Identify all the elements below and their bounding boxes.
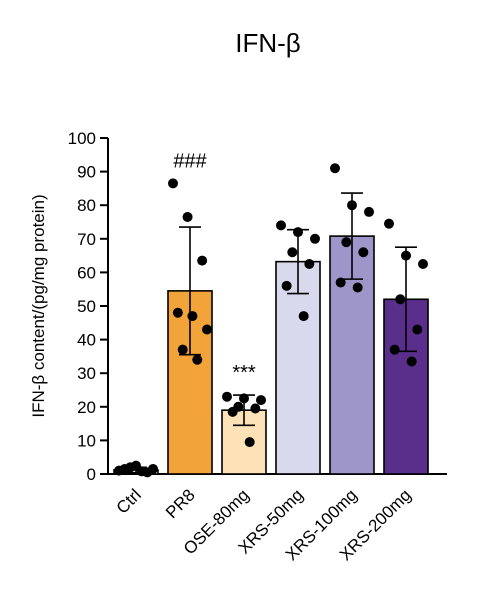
category-label: Ctrl xyxy=(113,485,145,517)
data-point xyxy=(250,403,261,414)
category-labels: Ctrl PR8OSE-80mgXRS-50mgXRS-100mgXRS-200m… xyxy=(113,485,415,564)
data-point xyxy=(119,463,130,474)
data-point xyxy=(239,393,249,404)
significance-annotation: ### xyxy=(173,150,207,172)
data-point xyxy=(256,395,266,406)
data-point xyxy=(395,294,406,305)
data-point xyxy=(177,344,188,355)
data-point xyxy=(187,311,198,322)
data-point xyxy=(389,344,400,355)
data-point xyxy=(172,307,183,318)
data-point xyxy=(401,250,411,261)
data-point xyxy=(358,247,369,258)
data-point xyxy=(352,282,363,293)
data-point xyxy=(222,391,232,402)
data-point xyxy=(182,211,193,222)
y-axis-label: IFN-β content/(pg/mg protein) xyxy=(29,194,48,417)
data-point xyxy=(136,466,147,477)
y-tick-label: 80 xyxy=(77,196,96,215)
significance-annotation: *** xyxy=(232,362,256,384)
data-point xyxy=(276,220,286,231)
data-point xyxy=(412,324,423,335)
data-point xyxy=(418,259,428,269)
data-point xyxy=(298,311,309,322)
y-tick-label: 0 xyxy=(87,465,96,484)
bar-xrs-50mg xyxy=(275,260,321,475)
data-point xyxy=(244,437,255,448)
data-point xyxy=(287,247,298,258)
data-point xyxy=(192,354,203,365)
data-point xyxy=(227,406,238,417)
chart-title: IFN-β xyxy=(235,28,301,58)
data-point xyxy=(330,163,340,174)
data-point xyxy=(197,255,208,266)
data-point xyxy=(202,324,212,335)
data-point xyxy=(384,218,394,229)
y-tick-label: 100 xyxy=(68,129,96,148)
data-point xyxy=(310,233,320,244)
data-point xyxy=(335,277,346,288)
data-points xyxy=(114,163,428,478)
data-point xyxy=(304,259,315,269)
y-tick-label: 90 xyxy=(77,163,96,182)
bars xyxy=(113,235,429,475)
data-point xyxy=(341,237,352,248)
annotations: ### *** xyxy=(173,150,256,384)
category-label: PR8 xyxy=(162,485,199,522)
data-point xyxy=(364,206,374,217)
y-tick-label: 20 xyxy=(77,398,96,417)
y-tick-label: 10 xyxy=(77,431,96,450)
data-point xyxy=(406,356,417,367)
y-tick-label: 70 xyxy=(77,230,96,249)
data-point xyxy=(293,227,303,238)
data-point xyxy=(281,280,292,291)
y-ticks: 0 10 20 30 40 50 60 70 80 90 100 xyxy=(68,129,108,484)
data-point xyxy=(347,200,357,211)
y-tick-label: 60 xyxy=(77,263,96,282)
data-point xyxy=(168,178,178,189)
y-tick-label: 40 xyxy=(77,331,96,350)
y-tick-label: 30 xyxy=(77,364,96,383)
y-tick-label: 50 xyxy=(77,297,96,316)
